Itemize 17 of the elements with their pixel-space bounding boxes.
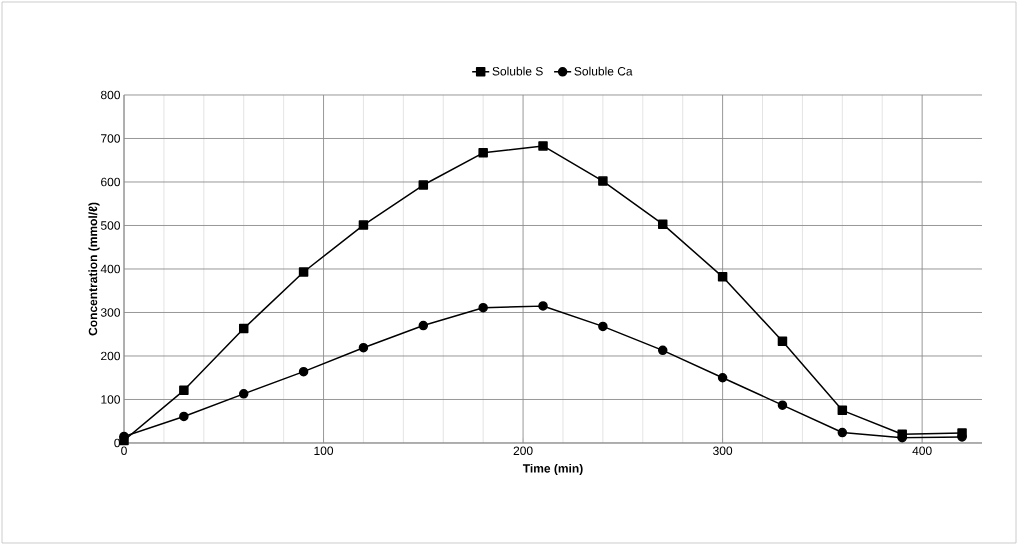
x-tick-label: 300 — [713, 446, 733, 456]
legend-label: Soluble Ca — [574, 66, 633, 76]
y-tick-label: 100 — [101, 395, 121, 404]
x-tick-label: 400 — [912, 446, 932, 456]
y-tick-label: 800 — [100, 90, 121, 100]
y-tick-label: 700 — [101, 134, 121, 143]
y-tick-label: 500 — [100, 221, 121, 230]
y-tick-label: 200 — [101, 351, 121, 361]
x-tick-label: 100 — [314, 446, 334, 456]
legend-label: Soluble S — [492, 66, 543, 76]
y-tick-label: 600 — [101, 177, 121, 187]
y-tick-label: 400 — [100, 264, 121, 274]
x-tick-label: 200 — [513, 446, 533, 456]
y-axis-title: Concentration (mmol/ℓ) — [88, 202, 100, 336]
y-tick-label: 0 — [114, 438, 121, 448]
x-axis-title: Time (min) — [522, 463, 583, 476]
y-tick-label: 300 — [100, 308, 121, 317]
